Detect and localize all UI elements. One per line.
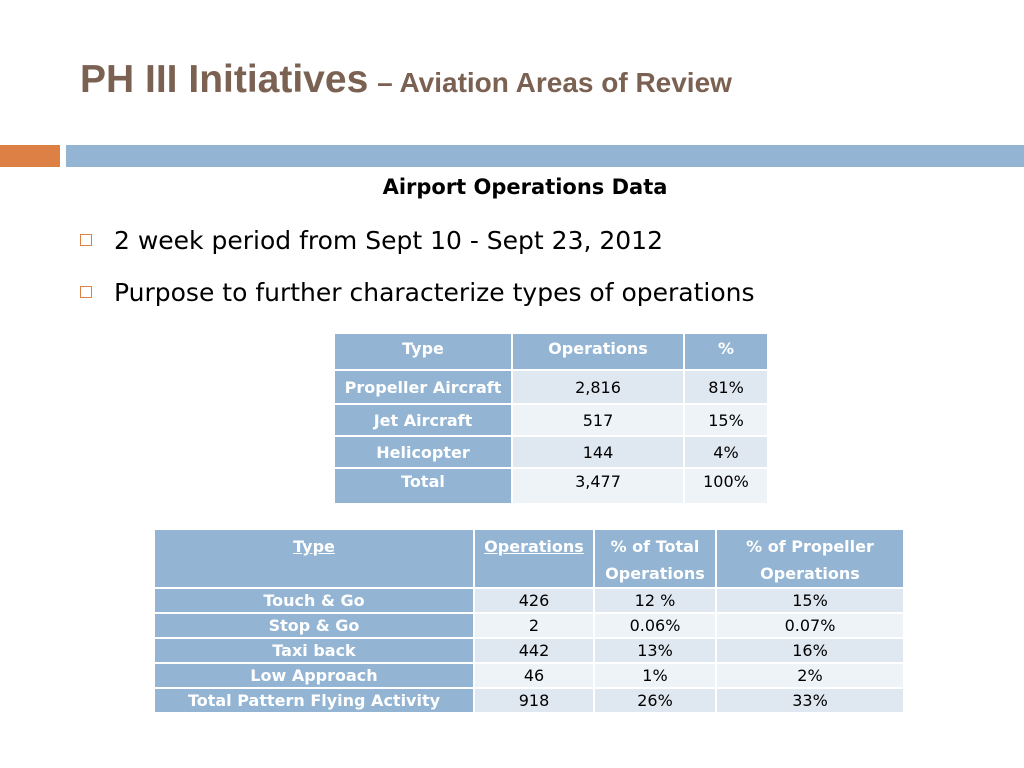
pattern-flying-table: Type Operations % of Total Operations % … [153,528,905,714]
column-header-percent-propeller: % of Propeller Operations [715,528,905,589]
percent-propeller-cell: 15% [715,587,905,614]
row-label: Taxi back [153,637,475,664]
percent-propeller-cell: 0.07% [715,612,905,639]
operations-cell: 2 [473,612,595,639]
accent-bar-orange [0,145,60,167]
bullet-text: Purpose to further characterize types of… [114,277,755,307]
column-header-type: Type [153,528,475,589]
operations-cell: 144 [511,435,685,469]
operations-cell: 517 [511,403,685,437]
percent-cell: 81% [683,369,769,405]
row-label: Total Pattern Flying Activity [153,687,475,714]
row-label: Total [333,467,513,505]
row-label: Touch & Go [153,587,475,614]
page-title: PH III Initiatives – Aviation Areas of R… [80,58,732,102]
bullet-item: 2 week period from Sept 10 - Sept 23, 20… [80,222,755,258]
table-row: Helicopter 144 4% [333,435,769,469]
percent-total-cell: 13% [593,637,717,664]
table-row: Total 3,477 100% [333,467,769,505]
row-label: Helicopter [333,435,513,469]
row-label: Jet Aircraft [333,403,513,437]
table-row: Taxi back 442 13% 16% [153,637,905,664]
accent-bar-blue [66,145,1024,167]
column-header-operations: Operations [473,528,595,589]
percent-propeller-cell: 2% [715,662,905,689]
percent-total-cell: 0.06% [593,612,717,639]
column-header-operations: Operations [511,332,685,371]
column-header-type: Type [333,332,513,371]
column-header-percent: % [683,332,769,371]
table-header-row: Type Operations % of Total Operations % … [153,528,905,589]
bullet-item: Purpose to further characterize types of… [80,274,755,310]
operations-cell: 3,477 [511,467,685,505]
table-header-row: Type Operations % [333,332,769,371]
percent-cell: 4% [683,435,769,469]
table-row: Total Pattern Flying Activity 918 26% 33… [153,687,905,714]
operations-cell: 46 [473,662,595,689]
operations-cell: 918 [473,687,595,714]
percent-total-cell: 1% [593,662,717,689]
percent-cell: 100% [683,467,769,505]
bullet-text: 2 week period from Sept 10 - Sept 23, 20… [114,225,663,255]
title-main: PH III Initiatives [80,58,369,101]
bullet-list: 2 week period from Sept 10 - Sept 23, 20… [80,222,755,326]
title-sub: – Aviation Areas of Review [377,67,732,98]
percent-propeller-cell: 16% [715,637,905,664]
operations-cell: 2,816 [511,369,685,405]
aircraft-type-table: Type Operations % Propeller Aircraft 2,8… [333,332,769,505]
table-row: Touch & Go 426 12 % 15% [153,587,905,614]
percent-propeller-cell: 33% [715,687,905,714]
square-bullet-icon [80,234,92,246]
table-row: Stop & Go 2 0.06% 0.07% [153,612,905,639]
row-label: Low Approach [153,662,475,689]
operations-cell: 442 [473,637,595,664]
table-row: Low Approach 46 1% 2% [153,662,905,689]
table-row: Jet Aircraft 517 15% [333,403,769,437]
row-label: Propeller Aircraft [333,369,513,405]
percent-cell: 15% [683,403,769,437]
table-row: Propeller Aircraft 2,816 81% [333,369,769,405]
column-header-percent-total: % of Total Operations [593,528,717,589]
operations-cell: 426 [473,587,595,614]
percent-total-cell: 26% [593,687,717,714]
section-heading: Airport Operations Data [382,175,668,199]
row-label: Stop & Go [153,612,475,639]
percent-total-cell: 12 % [593,587,717,614]
square-bullet-icon [80,286,92,298]
